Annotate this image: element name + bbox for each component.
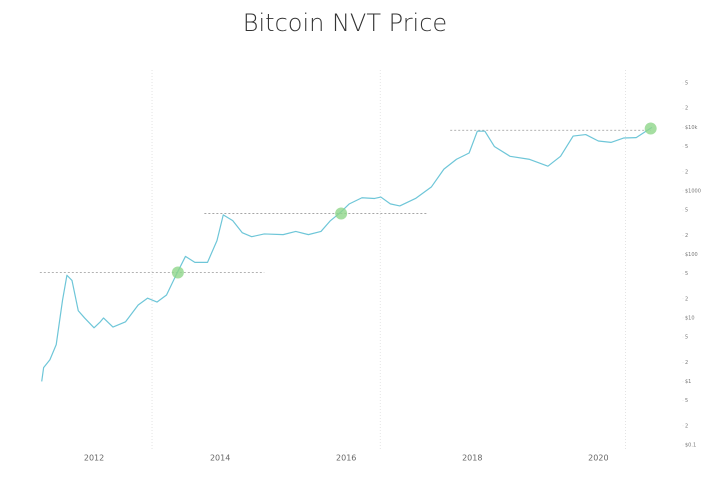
highlight-point [644, 122, 657, 135]
y-tick-label: 2 [685, 169, 688, 175]
y-tick-label: $10 [685, 315, 695, 321]
y-tick-label: $1000 [685, 188, 701, 194]
y-tick-label: $0.1 [685, 443, 696, 449]
chart-title: Bitcoin NVT Price [243, 9, 447, 37]
y-tick-label: $100 [685, 252, 698, 258]
x-tick-label: 2012 [84, 454, 104, 463]
y-tick-label: 2 [685, 233, 688, 239]
y-tick-label: 5 [685, 335, 688, 341]
highlight-point [335, 207, 348, 220]
y-tick-label: $10k [685, 125, 698, 131]
highlight-point [171, 266, 184, 279]
y-tick-label: 2 [685, 106, 688, 112]
y-tick-label: 5 [685, 80, 688, 86]
y-tick-label: 5 [685, 398, 688, 404]
x-tick-label: 2018 [462, 454, 482, 463]
y-tick-label: 2 [685, 423, 688, 429]
x-tick-label: 2016 [336, 454, 356, 463]
y-tick-label: $1 [685, 379, 691, 385]
y-tick-label: 5 [685, 144, 688, 150]
line-series [41, 126, 653, 382]
x-tick-label: 2014 [210, 454, 230, 463]
y-tick-label: 2 [685, 360, 688, 366]
y-tick-label: 5 [685, 271, 688, 277]
y-tick-label: 5 [685, 208, 688, 214]
y-tick-label: 2 [685, 296, 688, 302]
x-tick-label: 2020 [588, 454, 608, 463]
